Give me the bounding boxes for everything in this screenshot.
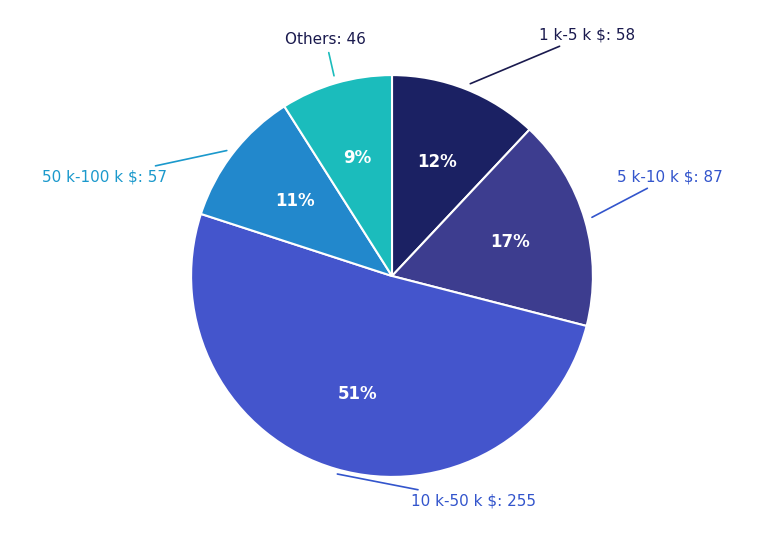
Text: 10 k-50 k $: 255: 10 k-50 k $: 255 [337,474,536,508]
Text: 17%: 17% [490,233,530,251]
Wedge shape [392,130,593,326]
Text: 5 k-10 k $: 87: 5 k-10 k $: 87 [592,169,722,217]
Text: 9%: 9% [343,149,372,167]
Wedge shape [285,75,392,276]
Text: 50 k-100 k $: 57: 50 k-100 k $: 57 [42,151,227,184]
Text: Others: 46: Others: 46 [285,32,366,76]
Wedge shape [392,75,529,276]
Wedge shape [201,107,392,276]
Text: 1 k-5 k $: 58: 1 k-5 k $: 58 [470,28,635,84]
Text: 51%: 51% [338,385,378,403]
Text: 11%: 11% [275,192,314,210]
Wedge shape [191,214,586,477]
Text: 12%: 12% [417,153,457,171]
